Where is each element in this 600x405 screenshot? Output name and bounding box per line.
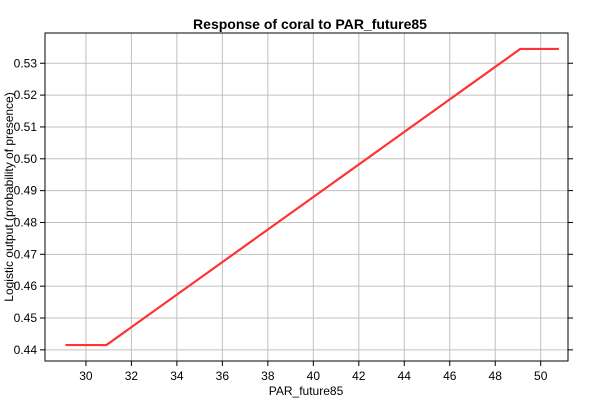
x-tick-label: 36	[216, 369, 230, 383]
x-tick-label: 46	[443, 369, 457, 383]
y-tick-label: 0.44	[14, 343, 38, 357]
axis-ticks: 30 32 34 36 38 40 42 44 46 48 50 0.44 0.45 0.46 0.47 0.…	[14, 56, 573, 383]
x-tick-label: 38	[261, 369, 275, 383]
x-tick-label: 32	[125, 369, 139, 383]
y-tick-label: 0.51	[14, 120, 38, 134]
y-tick-label: 0.48	[14, 215, 38, 229]
y-tick-label: 0.50	[14, 152, 38, 166]
series-line	[65, 47, 559, 347]
x-tick-label: 30	[79, 369, 93, 383]
y-tick-label: 0.46	[14, 279, 38, 293]
x-tick-label: 50	[534, 369, 548, 383]
y-tick-label: 0.45	[14, 311, 38, 325]
x-tick-label: 44	[398, 369, 412, 383]
series-layer	[65, 47, 559, 347]
y-axis-title: Logistic output (probability of presence…	[2, 92, 16, 301]
x-tick-label: 42	[352, 369, 366, 383]
x-tick-label: 40	[307, 369, 321, 383]
chart-title: Response of coral to PAR_future85	[193, 16, 427, 32]
y-tick-label: 0.53	[14, 56, 38, 70]
plot-area-border	[44, 32, 569, 362]
x-tick-label: 34	[170, 369, 184, 383]
x-axis-title: PAR_future85	[269, 384, 344, 398]
y-tick-label: 0.49	[14, 184, 38, 198]
x-tick-label: 48	[489, 369, 503, 383]
y-tick-label: 0.47	[14, 247, 38, 261]
y-tick-label: 0.52	[14, 88, 38, 102]
grid	[45, 33, 568, 361]
